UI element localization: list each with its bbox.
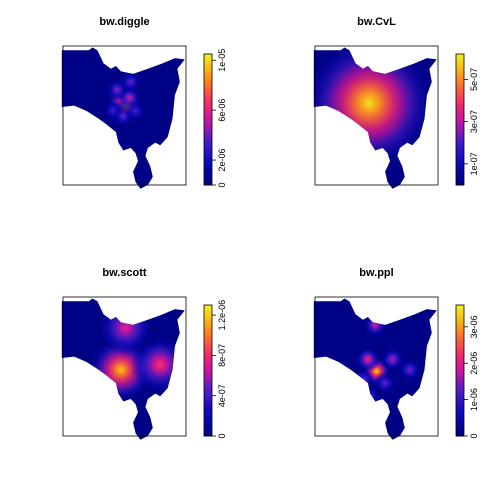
colorbar-tick-label: 0 [217, 433, 227, 438]
colorbar-tick-label: 2e-06 [217, 149, 227, 172]
colorbar-tick-label: 5e-07 [469, 68, 479, 91]
panel-title: bw.diggle [99, 16, 149, 28]
panel-1: bw.diggle 0 2e-06 6e-06 1e-05 [61, 16, 227, 189]
colorbar-tick-label: 2e-06 [469, 352, 479, 375]
density-hotspot [313, 47, 437, 171]
colorbar-tick-label: 1e-07 [469, 152, 479, 175]
density-hotspot [363, 312, 388, 338]
colorbar-tick-label: 3e-07 [469, 110, 479, 133]
density-hotspot [124, 100, 147, 122]
plot-frame [62, 296, 187, 437]
plot-frame [314, 45, 439, 186]
colorbar: 0 2e-06 6e-06 1e-05 [203, 49, 227, 188]
density-hotspot [398, 358, 422, 382]
panel-3: bw.scott 0 4e-07 8e-07 1.2e-06 [61, 267, 227, 440]
colorbar-tick-label: 1e-06 [469, 388, 479, 411]
colorbar-tick-label: 0 [469, 433, 479, 438]
colorbar-tick-label: 8e-07 [217, 344, 227, 367]
plot-frame [62, 45, 187, 186]
colorbar-tick-label: 6e-06 [217, 99, 227, 122]
density-hotspot [119, 70, 142, 93]
colorbar-tick-label: 4e-07 [217, 384, 227, 407]
colorbar-tick-label: 1e-05 [217, 49, 227, 72]
colorbar: 0 1e-06 2e-06 3e-06 [455, 304, 479, 439]
density-hotspot [359, 385, 382, 408]
colorbar: 1e-07 3e-07 5e-07 [455, 53, 479, 186]
density-hotspot [355, 346, 381, 372]
panel-title: bw.scott [102, 267, 147, 279]
density-hotspot [373, 371, 397, 395]
density-hotspot [97, 298, 155, 357]
density-hotspot [380, 347, 405, 372]
panel-title: bw.CvL [357, 16, 396, 28]
panel-2: bw.CvL 1e-07 3e-07 5e-07 [313, 16, 479, 189]
plot-frame [314, 296, 439, 437]
colorbar-tick-label: 3e-06 [469, 315, 479, 338]
colorbar: 0 4e-07 8e-07 1.2e-06 [203, 300, 227, 439]
colorbar-tick-label: 0 [217, 182, 227, 187]
panel-title: bw.ppl [359, 267, 393, 279]
panel-4: bw.ppl 0 1e-06 2e-06 3e-06 [313, 267, 479, 440]
colorbar-tick-label: 1.2e-06 [217, 300, 227, 331]
